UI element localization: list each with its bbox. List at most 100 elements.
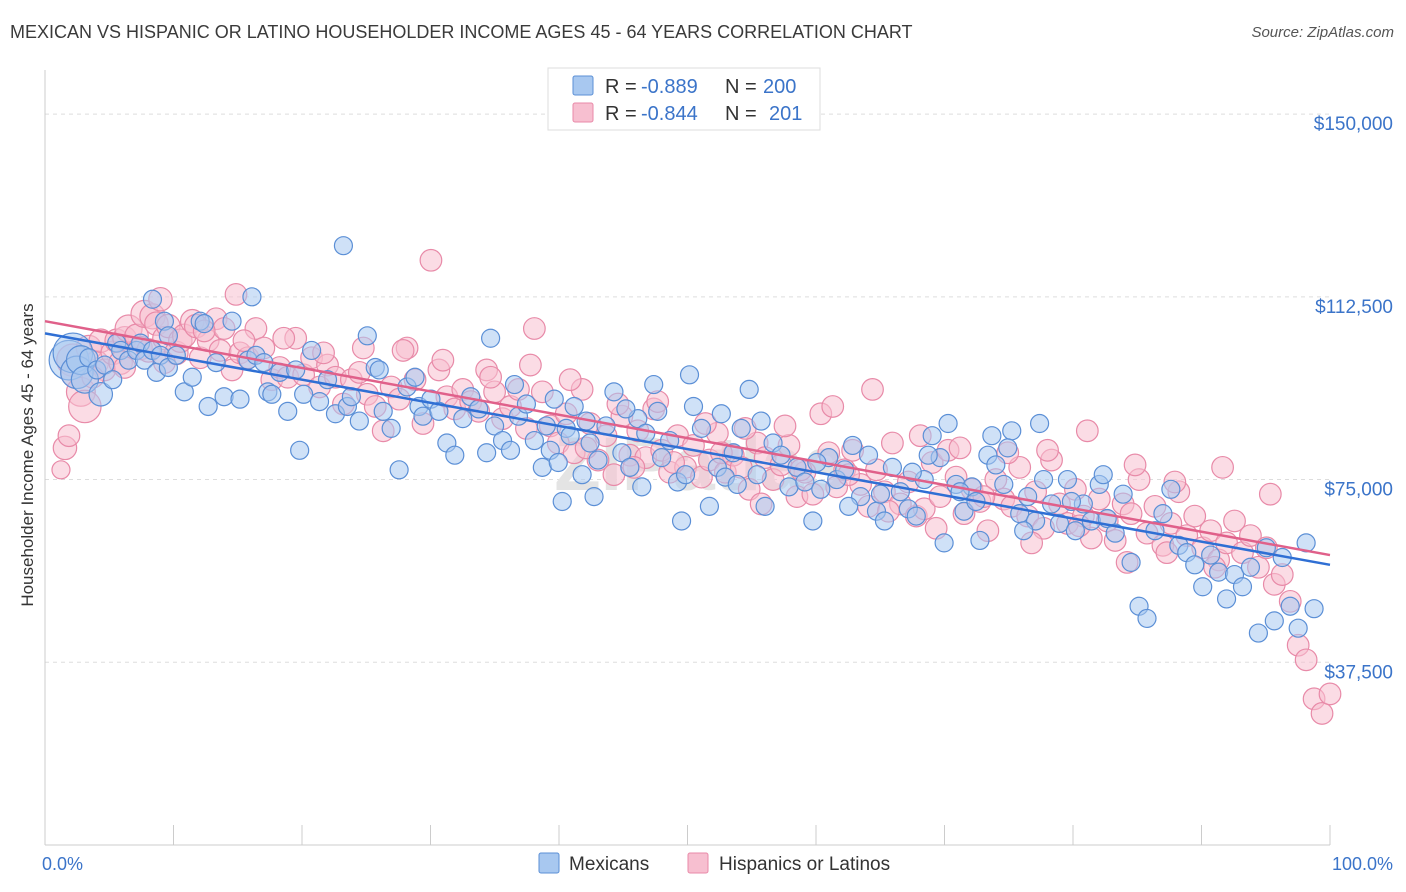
- mexicans-point-199: [1093, 465, 1113, 485]
- hispanics-point-187: [1123, 453, 1147, 477]
- mexicans-point-83: [572, 465, 592, 485]
- mexicans-point-157: [1153, 504, 1173, 524]
- mexicans-point-151: [1105, 523, 1125, 543]
- mexicans-point-30: [214, 387, 234, 407]
- mexicans-point-55: [373, 401, 393, 421]
- mexicans-point-80: [552, 491, 572, 512]
- mexicans-point-94: [652, 448, 672, 468]
- mexicans-point-176: [1304, 599, 1324, 619]
- mexicans-point-134: [970, 530, 990, 551]
- mexicans-point-188: [632, 477, 652, 497]
- hispanics-point-2: [57, 424, 81, 448]
- hispanics-point-195: [391, 339, 415, 362]
- bottom-legend-swatch-hispanics: [687, 852, 709, 874]
- mexicans-point-65: [445, 445, 465, 465]
- mexicans-point-93: [644, 374, 664, 395]
- hispanics-point-179: [773, 414, 797, 438]
- mexicans-point-155: [1137, 608, 1157, 629]
- mexicans-point-185: [504, 374, 525, 395]
- legend-n-label-2: N =: [725, 103, 757, 125]
- x-ticks: [173, 825, 1331, 845]
- mexicans-point-7: [88, 381, 114, 407]
- mexicans-point-61: [413, 406, 433, 426]
- mexicans-point-25: [182, 367, 202, 387]
- legend-r-value-2: -0.844: [641, 103, 698, 125]
- mexicans-point-167: [1232, 577, 1253, 597]
- mexicans-point-180: [751, 411, 771, 431]
- mexicans-point-182: [671, 511, 692, 531]
- mexicans-point-70: [484, 416, 505, 436]
- chart-title: MEXICAN VS HISPANIC OR LATINO HOUSEHOLDE…: [10, 22, 913, 42]
- mexicans-point-203: [1014, 521, 1034, 541]
- mexicans-point-140: [1018, 487, 1038, 507]
- mexicans-point-99: [691, 418, 712, 438]
- mexicans-point-59: [405, 367, 425, 387]
- bottom-legend-swatch-mexicans: [538, 852, 560, 874]
- mexicans-point-122: [874, 511, 895, 531]
- mexicans-point-145: [1057, 469, 1078, 490]
- mexicans-point-158: [1161, 479, 1181, 499]
- mexicans-point-193: [902, 462, 922, 482]
- mexicans-point-163: [1201, 545, 1221, 565]
- mexicans-point-45: [309, 391, 330, 412]
- hispanics-point-173: [1310, 702, 1334, 725]
- mexicans-point-88: [604, 382, 624, 402]
- mexicans-point-48: [333, 236, 354, 256]
- mexicans-point-137: [994, 474, 1014, 495]
- mexicans-point-52: [357, 326, 377, 346]
- mexicans-point-38: [262, 384, 282, 404]
- legend-r-label-1: R =: [605, 76, 637, 98]
- mexicans-point-82: [564, 396, 584, 417]
- mexicans-point-142: [1033, 469, 1054, 490]
- mexicans-point-146: [1065, 521, 1086, 541]
- mexicans-point-104: [731, 418, 751, 438]
- mexicans-point-68: [469, 399, 489, 419]
- mexicans-point-174: [1288, 618, 1308, 638]
- hispanics-point-119: [881, 431, 904, 455]
- hispanics-point-198: [272, 326, 296, 350]
- mexicans-point-43: [294, 384, 314, 404]
- mexicans-point-168: [1240, 557, 1261, 577]
- hispanics-point-186: [1075, 419, 1099, 443]
- mexicans-point-34: [242, 287, 262, 307]
- mexicans-point-69: [477, 443, 497, 463]
- mexicans-point-76: [532, 457, 552, 477]
- hispanics-point-171: [1294, 648, 1318, 672]
- mexicans-point-179: [711, 404, 731, 424]
- mexicans-point-72: [500, 440, 521, 460]
- mexicans-point-98: [683, 396, 704, 417]
- y-tick-labels: $37,500 $75,000 $112,500 $150,000: [1314, 114, 1393, 683]
- mexicans-point-144: [1049, 513, 1070, 534]
- mexicans-point-189: [727, 474, 747, 495]
- mexicans-point-169: [1248, 623, 1268, 643]
- mexicans-point-56: [381, 418, 401, 438]
- mexicans-point-130: [938, 413, 958, 434]
- mexicans-point-192: [870, 484, 891, 504]
- mexicans-point-79: [548, 452, 568, 473]
- mexicans-point-197: [1029, 413, 1050, 434]
- mexicans-point-40: [278, 401, 298, 421]
- y-tick-label-1: $75,000: [1324, 480, 1393, 501]
- mexicans-point-24: [174, 382, 194, 402]
- mexicans-point-191: [839, 496, 859, 516]
- hispanics-point-157: [1183, 504, 1207, 528]
- y-tick-label-3: $150,000: [1314, 114, 1393, 135]
- mexicans-trend-line: [44, 332, 1331, 567]
- mexicans-point-152: [1113, 484, 1133, 504]
- legend-swatch-mexicans: [572, 75, 594, 96]
- mexicans-point-200: [918, 445, 938, 465]
- x-tick-label-max: 100.0%: [1332, 854, 1393, 874]
- mexicans-point-113: [803, 511, 823, 531]
- mexicans-point-110: [779, 477, 799, 497]
- mexicans-points: [48, 236, 1324, 643]
- mexicans-point-136: [986, 455, 1006, 475]
- bottom-legend-mexicans: Mexicans: [569, 854, 649, 875]
- mexicans-point-153: [1121, 552, 1141, 572]
- mexicans-point-194: [934, 533, 954, 553]
- hispanics-point-190: [1258, 482, 1282, 506]
- y-tick-label-2: $112,500: [1315, 297, 1393, 318]
- source-label: Source: ZipAtlas.com: [1251, 24, 1394, 41]
- mexicans-point-184: [481, 328, 501, 348]
- mexicans-point-32: [230, 389, 250, 409]
- mexicans-point-165: [1216, 589, 1237, 609]
